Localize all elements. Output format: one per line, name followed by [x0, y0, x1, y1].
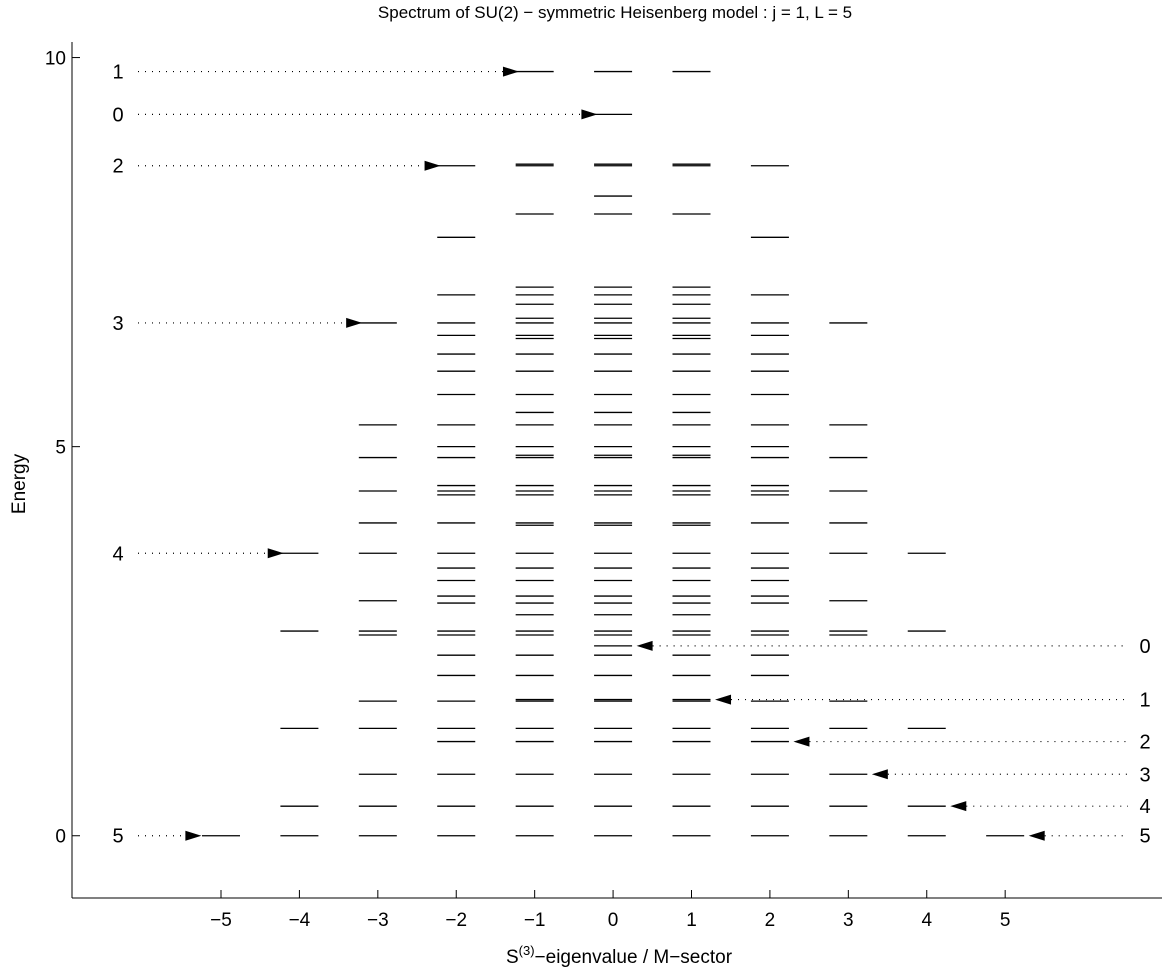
x-tick-label: 1: [686, 910, 697, 931]
annotation-label: 2: [112, 156, 123, 178]
annotation-arrowhead: [424, 160, 441, 171]
y-tick-label: 5: [55, 438, 66, 459]
x-tick-label: 4: [921, 910, 932, 931]
annotation-label: 0: [1139, 636, 1150, 658]
x-tick-label: −4: [289, 910, 311, 931]
annotation-arrowhead: [715, 694, 732, 705]
annotation-label: 1: [112, 62, 123, 84]
x-tick-label: 2: [765, 910, 776, 931]
annotation-label: 3: [112, 313, 123, 335]
annotation-arrowhead: [185, 830, 202, 841]
annotation-arrowhead: [346, 317, 363, 328]
annotation-arrowhead: [502, 66, 519, 77]
annotation-label: 3: [1139, 764, 1150, 786]
annotation-arrowhead: [636, 640, 653, 651]
y-tick-label: 0: [55, 827, 66, 848]
chart-title: Spectrum of SU(2) − symmetric Heisenberg…: [378, 3, 852, 22]
annotation-label: 4: [1139, 796, 1150, 818]
annotation-arrowhead: [793, 736, 810, 747]
annotation-label: 2: [1139, 732, 1150, 754]
x-tick-label: −3: [367, 910, 389, 931]
energy-levels: [201, 70, 1025, 837]
y-tick-label: 10: [45, 49, 66, 70]
annotation-arrowhead: [267, 548, 284, 559]
multiplet-annotations: 1 0 2 3 4 5 0 1 2 3 4 5: [112, 62, 1150, 848]
x-tick-label: 3: [843, 910, 854, 931]
annotation-arrowhead: [1028, 830, 1045, 841]
x-axis-label-rest: −eigenvalue / M−sector: [535, 947, 733, 968]
x-tick-label: −5: [210, 910, 232, 931]
x-tick-label: −2: [445, 910, 467, 931]
y-axis-label: Energy: [9, 453, 30, 514]
annotation-label: 0: [112, 104, 123, 126]
x-axis-label-sup: (3): [519, 943, 535, 958]
annotation-label: 4: [112, 543, 123, 565]
annotation-label: 5: [1139, 826, 1150, 848]
x-axis-label-base: S: [506, 947, 519, 968]
annotation-arrowhead: [581, 109, 598, 120]
annotation-arrowhead: [950, 801, 967, 812]
annotation-label: 1: [1139, 690, 1150, 712]
x-tick-label: −1: [524, 910, 546, 931]
x-tick-label: 0: [608, 910, 619, 931]
annotation-label: 5: [112, 826, 123, 848]
x-axis-label: S(3)−eigenvalue / M−sector: [506, 943, 733, 968]
annotation-arrowhead: [871, 769, 888, 780]
x-tick-label: 5: [1000, 910, 1011, 931]
